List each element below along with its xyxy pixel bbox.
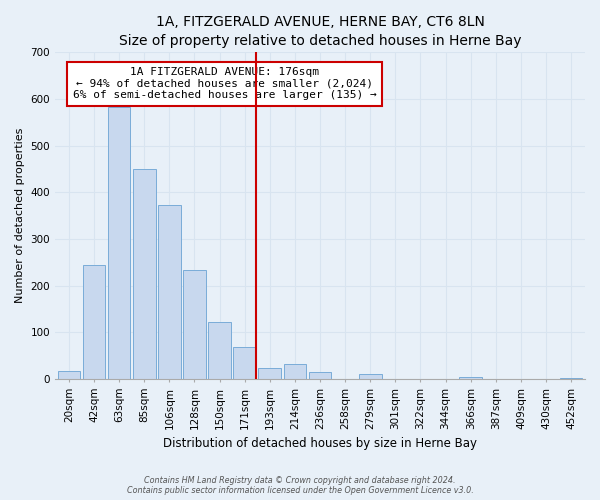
Bar [208,322,231,379]
Bar [183,270,206,379]
Bar [359,374,382,379]
Bar [233,347,256,379]
Bar [259,368,281,379]
Y-axis label: Number of detached properties: Number of detached properties [15,128,25,304]
Bar [560,378,583,379]
Text: 1A FITZGERALD AVENUE: 176sqm
← 94% of detached houses are smaller (2,024)
6% of : 1A FITZGERALD AVENUE: 176sqm ← 94% of de… [73,67,377,100]
X-axis label: Distribution of detached houses by size in Herne Bay: Distribution of detached houses by size … [163,437,477,450]
Title: 1A, FITZGERALD AVENUE, HERNE BAY, CT6 8LN
Size of property relative to detached : 1A, FITZGERALD AVENUE, HERNE BAY, CT6 8L… [119,15,521,48]
Bar [158,206,181,379]
Bar [83,264,105,379]
Bar [309,372,331,379]
Bar [460,376,482,379]
Bar [133,169,155,379]
Text: Contains HM Land Registry data © Crown copyright and database right 2024.
Contai: Contains HM Land Registry data © Crown c… [127,476,473,495]
Bar [58,370,80,379]
Bar [284,364,306,379]
Bar [108,107,130,379]
